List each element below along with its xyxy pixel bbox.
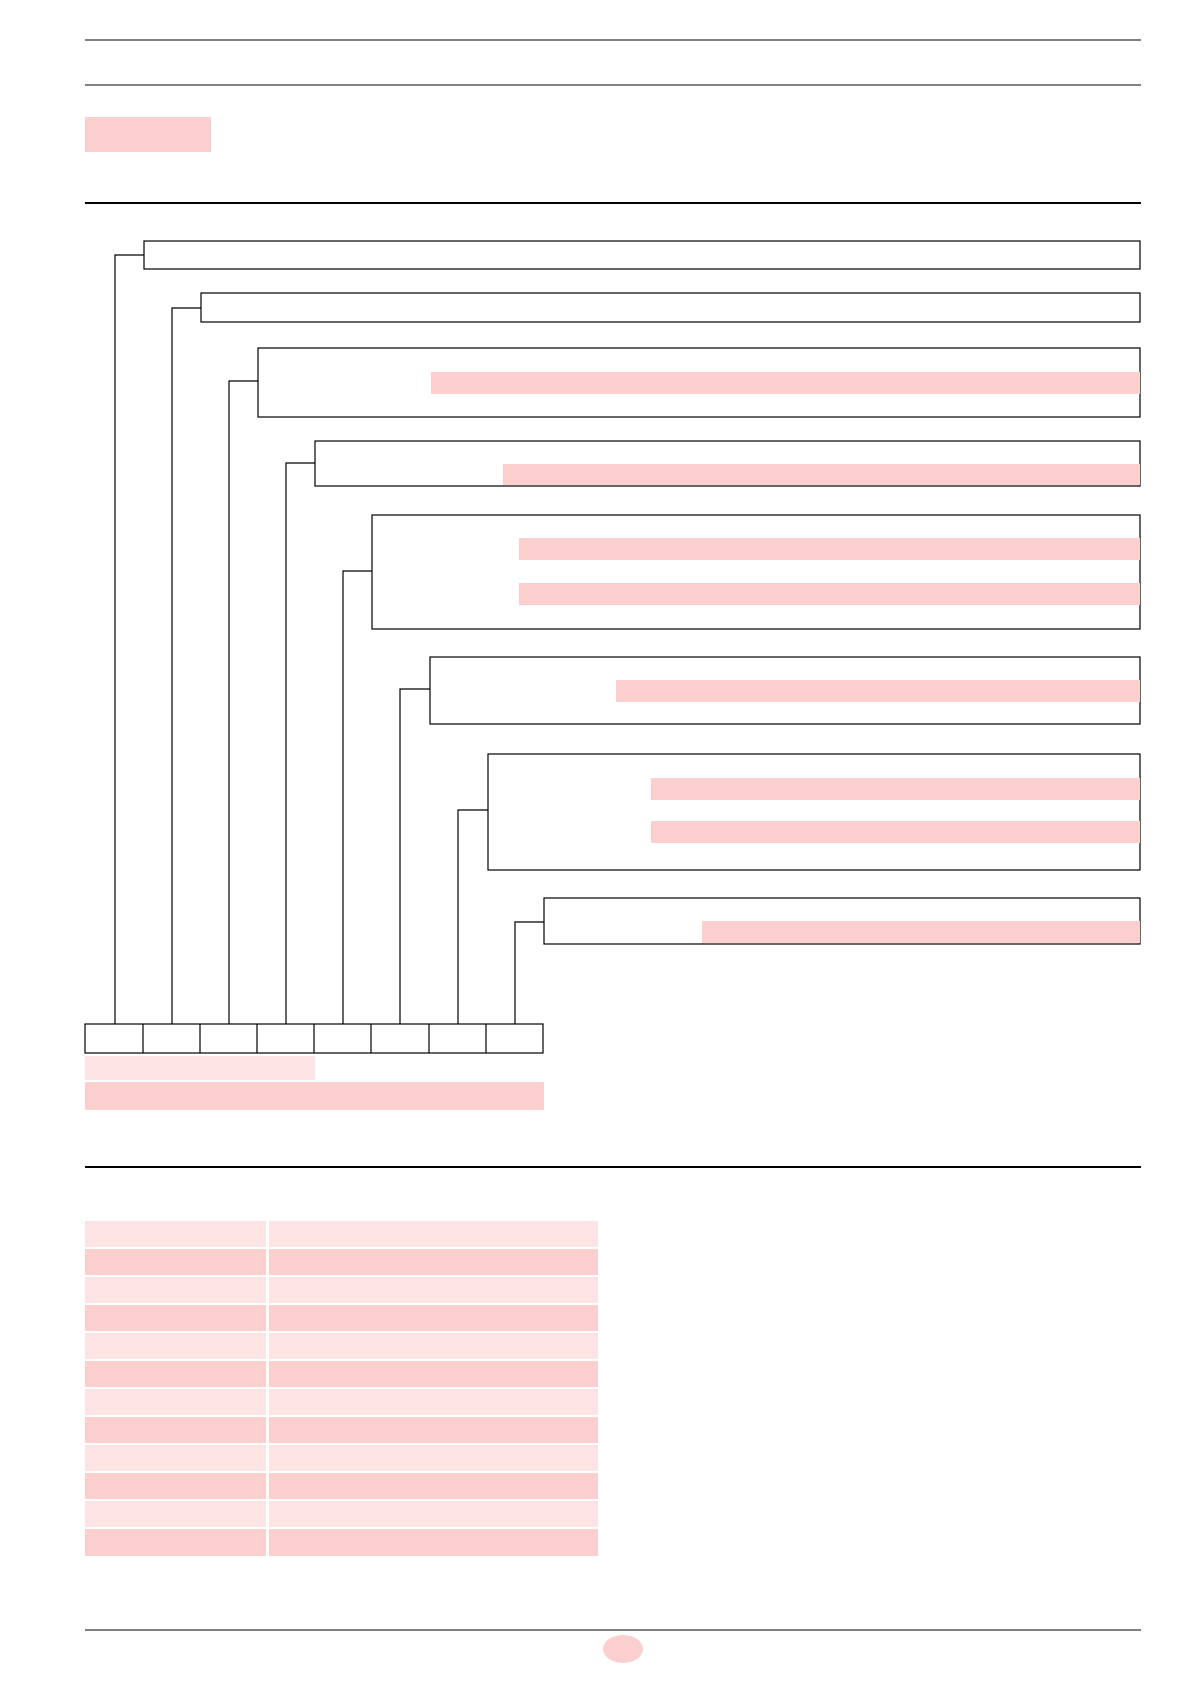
code-diagram [84, 240, 1141, 1110]
table-cell [269, 1305, 598, 1331]
table-cell [85, 1417, 266, 1443]
table-cell [85, 1333, 266, 1359]
field-text-block [519, 538, 1140, 560]
field-text-block [431, 372, 1140, 394]
table-cell [85, 1277, 266, 1303]
field-text-block [702, 921, 1140, 943]
table-cell [269, 1389, 598, 1415]
table-cell [269, 1501, 598, 1527]
connector [457, 809, 488, 1024]
field-text-block [503, 464, 1140, 485]
table-cell [269, 1529, 598, 1556]
connector [514, 921, 544, 1024]
field-text-block [616, 680, 1140, 702]
connector [399, 688, 430, 1024]
table-cell [85, 1361, 266, 1387]
table-cell [269, 1445, 598, 1471]
table-cell [269, 1361, 598, 1387]
table-cell [85, 1249, 266, 1275]
table-cell [85, 1389, 266, 1415]
table-cell [269, 1277, 598, 1303]
caption-block [85, 1082, 544, 1110]
table-cell [269, 1417, 598, 1443]
table-cell [85, 1445, 266, 1471]
connector [171, 307, 201, 1024]
table-cell [85, 1529, 266, 1556]
table-cell [269, 1473, 598, 1499]
table-cell [85, 1221, 266, 1247]
table-cell [85, 1501, 266, 1527]
connector [342, 570, 372, 1024]
table-cell [269, 1249, 598, 1275]
page-number-block [603, 1635, 643, 1663]
field-box [200, 292, 1141, 323]
field-box [371, 514, 1141, 630]
field-box [487, 753, 1141, 871]
table-cell [269, 1333, 598, 1359]
caption-block [85, 1056, 315, 1080]
connector [285, 462, 315, 1024]
section-title-block [85, 117, 211, 152]
field-text-block [519, 583, 1140, 605]
table-cell [85, 1473, 266, 1499]
connector [114, 254, 144, 1024]
field-box [143, 240, 1141, 270]
table-cell [269, 1221, 598, 1247]
table-cell [85, 1305, 266, 1331]
field-text-block [651, 821, 1140, 843]
connector [228, 380, 258, 1024]
table [85, 1221, 598, 1556]
field-text-block [651, 778, 1140, 800]
